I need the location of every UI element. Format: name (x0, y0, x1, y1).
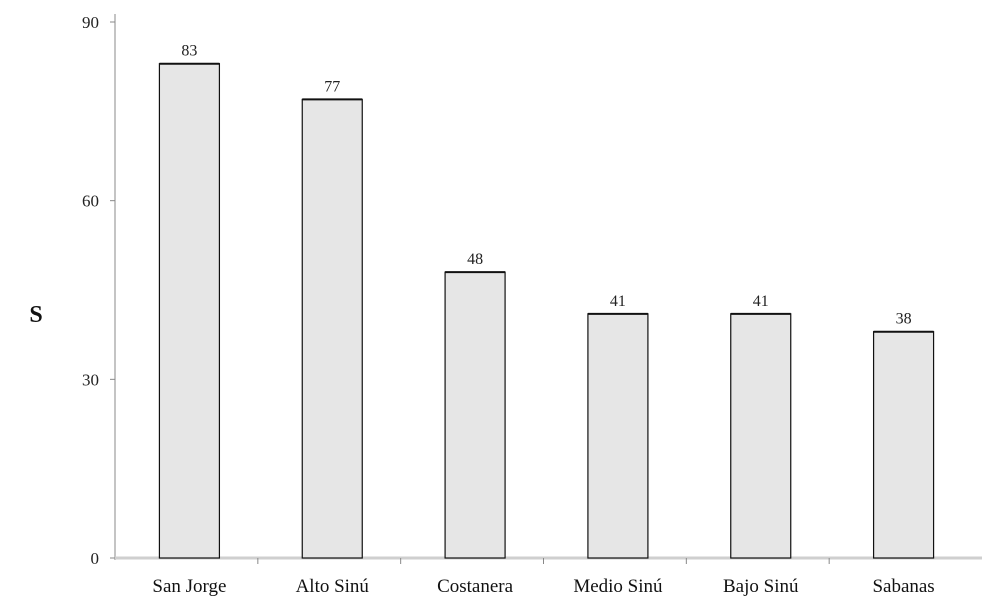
x-tick-label: Medio Sinú (573, 576, 663, 597)
x-tick-label: Costanera (437, 576, 514, 597)
bar (872, 331, 935, 559)
bar (587, 313, 649, 559)
x-tick-label: Sabanas (872, 576, 934, 597)
data-label: 48 (467, 251, 483, 268)
data-label: 41 (610, 293, 626, 310)
y-tick-label: 90 (82, 13, 99, 32)
x-tick-label: Alto Sinú (296, 576, 370, 597)
bars (158, 62, 935, 559)
data-label: 77 (324, 78, 340, 95)
data-label: 41 (753, 293, 769, 310)
y-tick-label: 0 (91, 549, 100, 568)
x-tick-label: Bajo Sinú (723, 576, 799, 597)
data-label: 83 (181, 43, 197, 60)
y-tick-label: 30 (82, 370, 99, 389)
bar (158, 63, 221, 559)
y-tick-label: 60 (82, 192, 99, 211)
labels: 83 San Jorge 77 Alto Sinú 48 Costanera 41 Medio… (152, 43, 934, 597)
data-label: 38 (896, 311, 912, 328)
axes: 0 30 60 90 (82, 13, 982, 568)
bar (444, 271, 506, 559)
bar (301, 98, 363, 559)
y-axis-title: S (29, 302, 42, 328)
bar (730, 313, 792, 559)
x-tick-label: San Jorge (152, 576, 226, 597)
